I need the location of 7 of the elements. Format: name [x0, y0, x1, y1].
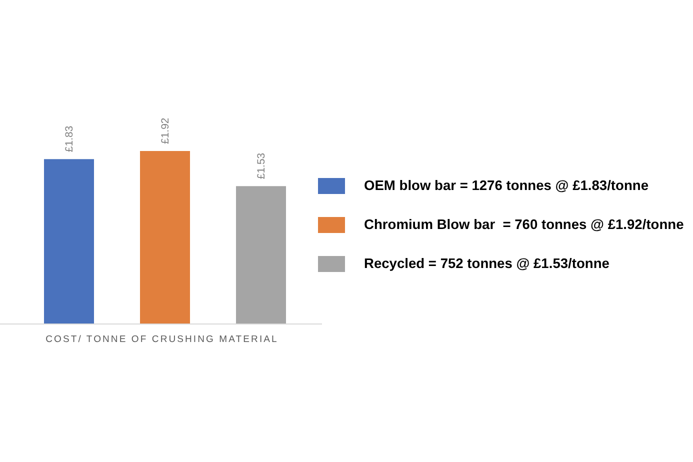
x-axis-title: COST/ TONNE OF CRUSHING MATERIAL — [46, 334, 278, 345]
data-label: £1.53 — [256, 152, 268, 180]
legend-label: Recycled = 752 tonnes @ £1.53/tonne — [364, 256, 610, 272]
legend-label: Chromium Blow bar = 760 tonnes @ £1.92/tonne — [364, 217, 684, 233]
legend-label: OEM blow bar = 1276 tonnes @ £1.83/tonne — [364, 178, 648, 194]
data-label: £1.92 — [160, 118, 172, 144]
data-label: £1.83 — [64, 126, 76, 152]
